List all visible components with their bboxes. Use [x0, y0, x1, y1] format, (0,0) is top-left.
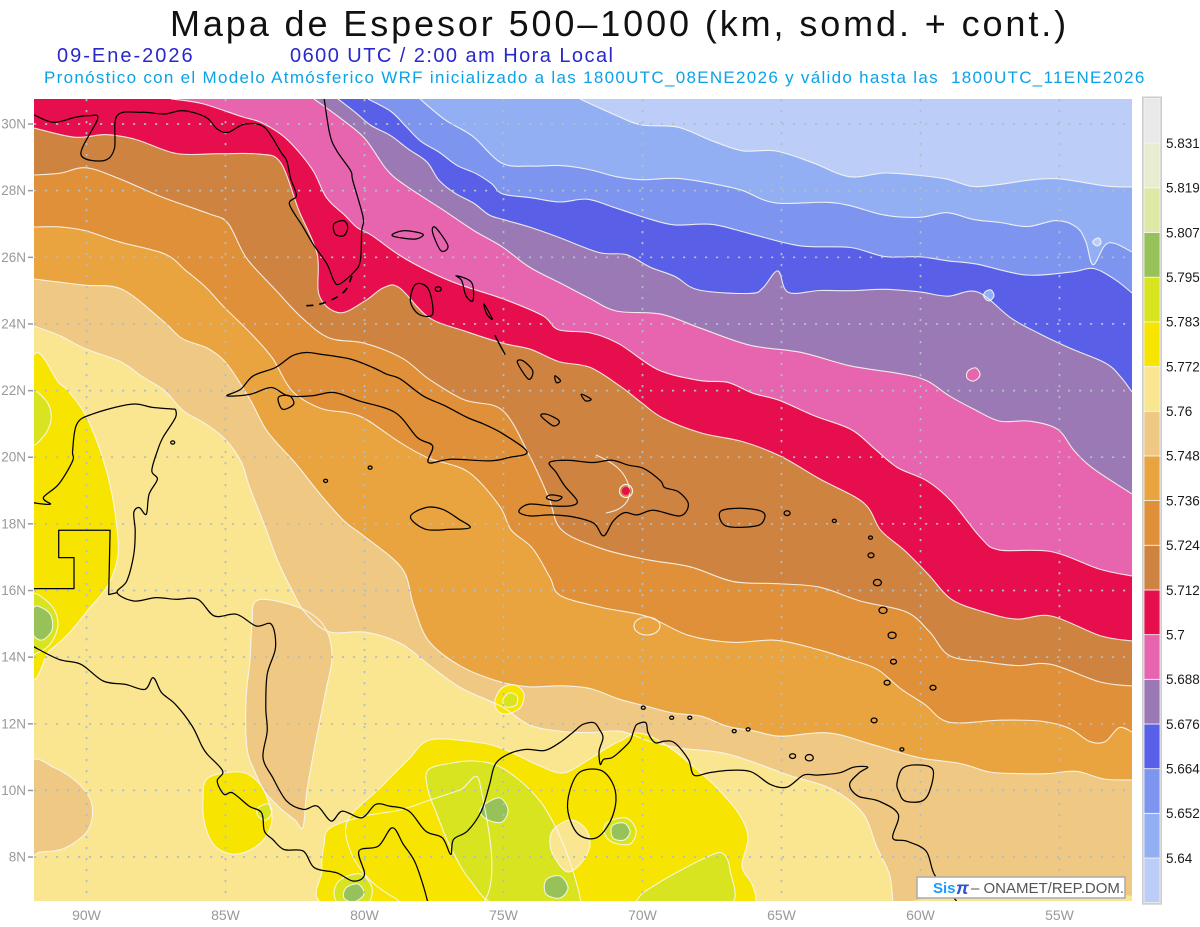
svg-text:Pronóstico con el Modelo Atmós: Pronóstico con el Modelo Atmósferico WRF…	[44, 68, 1146, 87]
svg-text:5.724: 5.724	[1166, 538, 1200, 553]
svg-text:Mapa de Espesor 500–1000 (km,: Mapa de Espesor 500–1000 (km, somd. + co…	[170, 3, 1069, 44]
svg-text:5.664: 5.664	[1166, 762, 1200, 777]
svg-text:80W: 80W	[350, 907, 380, 923]
svg-text:20N: 20N	[1, 450, 26, 465]
svg-text:– ONAMET/REP.DOM.: – ONAMET/REP.DOM.	[971, 880, 1124, 897]
svg-text:5.772: 5.772	[1166, 359, 1200, 374]
svg-text:30N: 30N	[1, 117, 26, 132]
svg-text:26N: 26N	[1, 250, 26, 265]
svg-text:5.7: 5.7	[1166, 627, 1185, 642]
svg-text:65W: 65W	[767, 907, 797, 923]
svg-text:12N: 12N	[1, 716, 26, 731]
svg-text:60W: 60W	[906, 907, 936, 923]
svg-text:28N: 28N	[1, 183, 26, 198]
svg-text:0600 UTC / 2:00 am Hora Local: 0600 UTC / 2:00 am Hora Local	[290, 45, 614, 67]
svg-text:5.736: 5.736	[1166, 493, 1200, 508]
svg-text:π: π	[956, 878, 969, 898]
svg-text:16N: 16N	[1, 583, 26, 598]
svg-text:18N: 18N	[1, 516, 26, 531]
svg-text:75W: 75W	[489, 907, 519, 923]
svg-text:14N: 14N	[1, 650, 26, 665]
svg-text:5.688: 5.688	[1166, 672, 1200, 687]
svg-text:5.676: 5.676	[1166, 717, 1200, 732]
svg-text:Sis: Sis	[933, 880, 956, 897]
svg-text:5.783: 5.783	[1166, 315, 1200, 330]
svg-text:85W: 85W	[211, 907, 241, 923]
svg-text:8N: 8N	[9, 850, 26, 865]
svg-text:5.831: 5.831	[1166, 136, 1200, 151]
svg-text:70W: 70W	[628, 907, 658, 923]
svg-text:5.652: 5.652	[1166, 806, 1200, 821]
svg-text:5.76: 5.76	[1166, 404, 1192, 419]
svg-text:5.819: 5.819	[1166, 181, 1200, 196]
svg-text:5.748: 5.748	[1166, 449, 1200, 464]
svg-text:90W: 90W	[72, 907, 102, 923]
svg-text:5.795: 5.795	[1166, 270, 1200, 285]
svg-text:22N: 22N	[1, 383, 26, 398]
svg-text:5.64: 5.64	[1166, 851, 1193, 866]
svg-text:24N: 24N	[1, 316, 26, 331]
svg-text:09-Ene-2026: 09-Ene-2026	[57, 45, 195, 67]
svg-text:10N: 10N	[1, 783, 26, 798]
svg-text:5.712: 5.712	[1166, 583, 1200, 598]
svg-text:55W: 55W	[1045, 907, 1075, 923]
svg-text:5.807: 5.807	[1166, 225, 1200, 240]
